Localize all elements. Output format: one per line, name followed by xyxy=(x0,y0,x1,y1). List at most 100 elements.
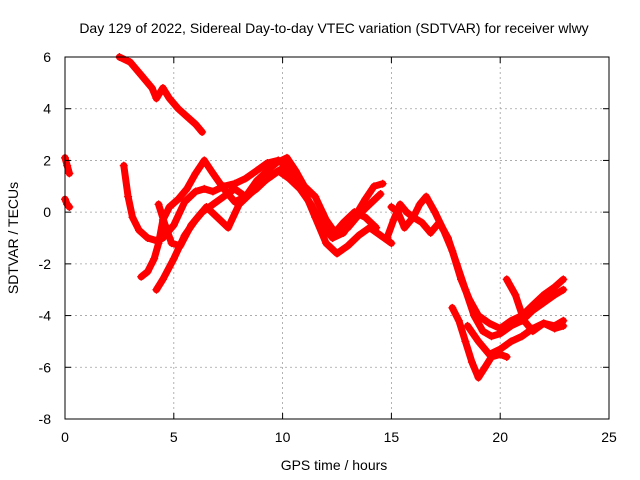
data-point xyxy=(474,337,483,346)
data-point xyxy=(252,166,261,175)
data-point xyxy=(191,187,200,196)
data-point xyxy=(496,345,505,354)
data-point xyxy=(180,197,189,206)
data-point xyxy=(517,332,526,341)
data-point xyxy=(507,321,516,330)
y-tick-label: -2 xyxy=(39,256,52,272)
data-point xyxy=(463,321,472,330)
y-axis-label: SDTVAR / TECUs xyxy=(5,182,21,294)
data-point xyxy=(285,174,294,183)
y-tick-label: -4 xyxy=(39,308,52,324)
data-point xyxy=(200,184,209,193)
data-point xyxy=(143,267,152,276)
data-point xyxy=(478,327,487,336)
data-point xyxy=(252,184,261,193)
data-point xyxy=(502,352,511,361)
data-point xyxy=(263,159,272,168)
data-point xyxy=(415,200,424,209)
data-point xyxy=(389,215,398,224)
data-point xyxy=(224,223,233,232)
data-point xyxy=(454,316,463,325)
data-point xyxy=(263,174,272,183)
series-markers-arc-a xyxy=(61,153,74,178)
data-point xyxy=(507,337,516,346)
data-point xyxy=(169,221,178,230)
data-point xyxy=(150,254,159,263)
data-point xyxy=(369,182,378,191)
data-point xyxy=(182,112,191,121)
data-point xyxy=(208,187,217,196)
data-point xyxy=(396,200,405,209)
data-point xyxy=(137,71,146,80)
data-point xyxy=(219,192,228,201)
data-point xyxy=(550,324,559,333)
data-point xyxy=(165,94,174,103)
data-point xyxy=(317,221,326,230)
data-point xyxy=(65,202,74,211)
data-point xyxy=(372,223,381,232)
data-point xyxy=(311,192,320,201)
data-point xyxy=(198,127,207,136)
y-tick-label: 2 xyxy=(43,152,51,168)
data-point xyxy=(182,184,191,193)
data-point xyxy=(461,337,470,346)
y-tick-label: 0 xyxy=(43,204,51,220)
y-tick-label: 4 xyxy=(43,101,51,117)
x-tick-label: 15 xyxy=(384,429,400,445)
data-point xyxy=(448,303,457,312)
data-point xyxy=(241,174,250,183)
data-point xyxy=(559,321,568,330)
data-point xyxy=(143,234,152,242)
series-line-arc-i xyxy=(387,203,567,340)
data-point xyxy=(426,228,435,237)
data-point xyxy=(282,153,291,162)
data-point xyxy=(520,316,529,325)
data-point xyxy=(480,363,489,372)
data-point xyxy=(485,319,494,328)
data-point xyxy=(200,156,209,165)
data-point xyxy=(333,249,341,258)
data-point xyxy=(154,239,163,248)
series-line-arc-c xyxy=(115,53,206,136)
ticks: 0 5 10 15 20 25 -8 -6 -4 -2 0 2 4 6 xyxy=(39,49,617,445)
data-point xyxy=(539,298,548,307)
chart-title: Day 129 of 2022, Sidereal Day-to-day VTE… xyxy=(79,20,588,36)
data-point xyxy=(241,192,250,201)
data-point xyxy=(343,223,352,232)
data-point xyxy=(443,234,452,242)
data-point xyxy=(361,213,370,222)
data-point xyxy=(528,327,537,336)
series-markers-arc-g xyxy=(154,166,381,250)
data-point xyxy=(208,200,217,209)
data-point xyxy=(191,120,200,129)
data-point xyxy=(124,192,133,201)
data-point xyxy=(169,254,178,263)
data-point xyxy=(528,306,537,315)
data-point xyxy=(65,169,74,178)
data-point xyxy=(435,218,444,227)
data-point xyxy=(461,285,470,294)
data-point xyxy=(376,190,385,199)
data-point xyxy=(230,184,239,193)
data-point xyxy=(165,202,174,211)
data-point xyxy=(559,285,568,294)
data-point xyxy=(402,208,411,217)
series-markers-arc-l xyxy=(502,275,568,336)
data-point xyxy=(350,208,359,217)
data-point xyxy=(467,358,476,367)
series-markers-arc-e xyxy=(137,153,385,281)
data-point xyxy=(272,159,281,168)
data-point xyxy=(152,94,161,103)
data-point xyxy=(452,259,461,268)
data-point xyxy=(343,241,352,250)
data-point xyxy=(187,221,196,230)
data-point xyxy=(511,290,520,299)
data-point xyxy=(152,285,161,294)
data-point xyxy=(550,283,559,292)
data-point xyxy=(354,231,363,240)
data-point xyxy=(430,208,439,217)
data-point xyxy=(134,226,143,235)
data-point xyxy=(539,290,548,299)
data-point xyxy=(174,104,183,113)
